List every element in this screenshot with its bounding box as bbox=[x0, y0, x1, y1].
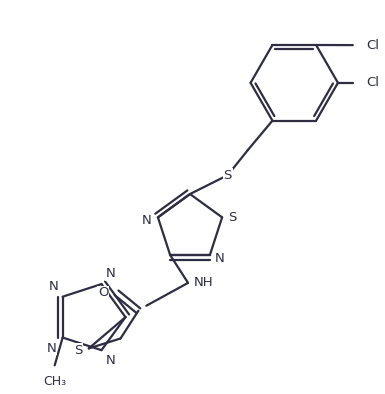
Text: N: N bbox=[142, 214, 152, 227]
Text: N: N bbox=[49, 280, 59, 293]
Text: CH₃: CH₃ bbox=[43, 375, 66, 388]
Text: N: N bbox=[105, 354, 115, 367]
Text: Cl: Cl bbox=[367, 76, 380, 89]
Text: Cl: Cl bbox=[367, 39, 380, 52]
Text: NH: NH bbox=[194, 276, 214, 289]
Text: S: S bbox=[74, 344, 83, 357]
Text: N: N bbox=[215, 251, 224, 264]
Text: N: N bbox=[105, 267, 115, 280]
Text: S: S bbox=[228, 211, 236, 224]
Text: N: N bbox=[47, 342, 57, 355]
Text: S: S bbox=[224, 169, 232, 182]
Text: O: O bbox=[98, 286, 109, 299]
